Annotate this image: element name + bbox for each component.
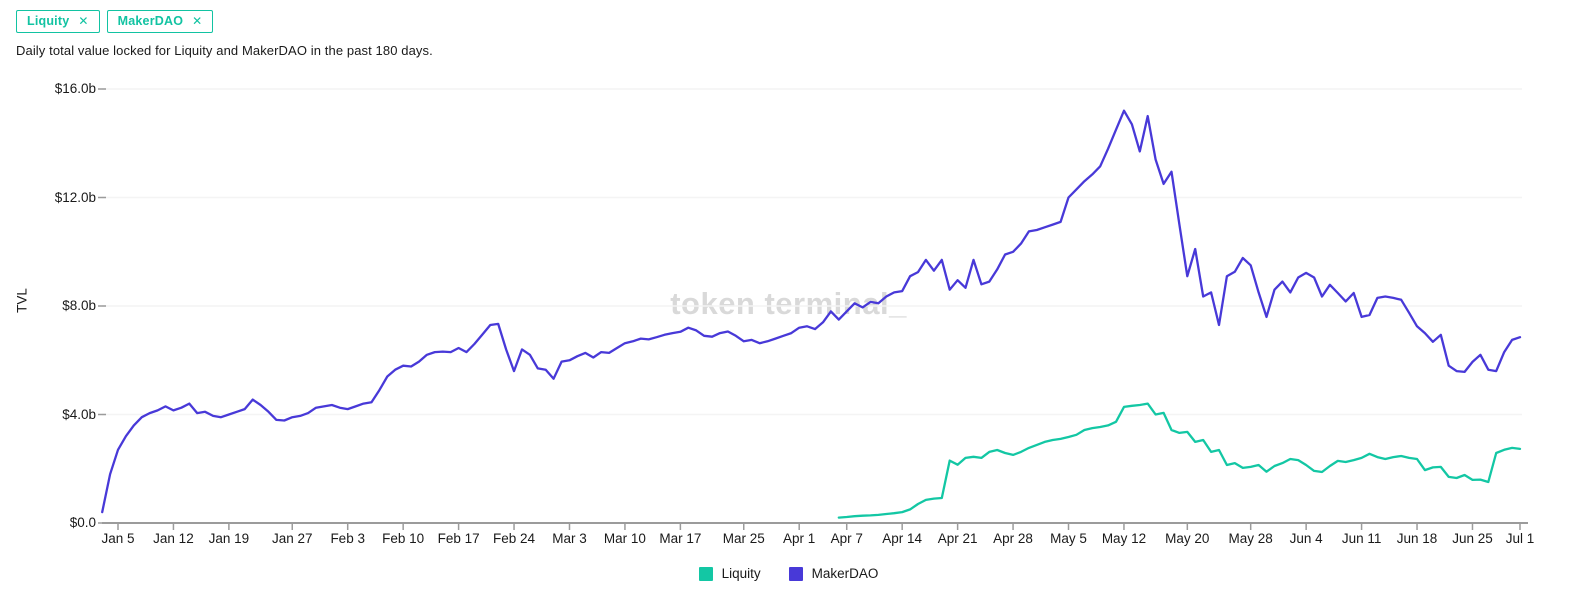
filter-chips: Liquity ✕ MakerDAO ✕ (16, 10, 214, 33)
x-tick-label: Mar 3 (552, 531, 587, 546)
liquity-line (837, 402, 1522, 519)
x-tick-label: Jan 5 (101, 531, 135, 546)
legend-label-liquity: Liquity (721, 566, 761, 581)
filter-chip-liquity-label: Liquity (27, 14, 70, 28)
chart-subtitle: Daily total value locked for Liquity and… (16, 43, 433, 58)
x-tick-label: Apr 21 (937, 531, 978, 546)
x-tick-label: Apr 14 (882, 531, 923, 546)
x-tick-label: Jan 12 (153, 531, 194, 546)
x-tick-label: Mar 25 (722, 531, 765, 546)
x-tick-label: Jan 27 (271, 531, 313, 546)
x-tick-label: May 12 (1101, 531, 1147, 546)
legend-item-liquity[interactable]: Liquity (698, 566, 761, 581)
makerdao-line (101, 109, 1522, 514)
chart-legend: Liquity MakerDAO (0, 566, 1577, 581)
x-tick-label: Mar 17 (659, 531, 702, 546)
x-tick-label: Jun 18 (1396, 531, 1438, 546)
x-tick-label: Jul 1 (1505, 531, 1535, 546)
x-tick-label: May 20 (1165, 531, 1210, 546)
x-tick-label: Jun 4 (1289, 531, 1323, 546)
x-tick-label: Jun 11 (1341, 531, 1382, 546)
x-tick-label: Feb 17 (437, 531, 480, 546)
chip-remove-icon[interactable]: ✕ (78, 14, 89, 28)
y-tick-label: $0.0 (69, 515, 96, 530)
y-tick-label: $4.0b (62, 406, 96, 422)
x-tick-label: May 28 (1228, 531, 1273, 546)
x-tick-label: Feb 10 (382, 531, 425, 546)
x-tick-label: Feb 24 (493, 531, 536, 546)
x-tick-label: Apr 28 (993, 531, 1033, 546)
filter-chip-makerdao-label: MakerDAO (117, 14, 184, 28)
chip-remove-icon[interactable]: ✕ (192, 14, 203, 28)
filter-chip-liquity[interactable]: Liquity ✕ (16, 10, 100, 33)
filter-chip-makerdao[interactable]: MakerDAO ✕ (106, 10, 214, 33)
legend-label-makerdao: MakerDAO (811, 566, 879, 581)
x-tick-label: Jun 25 (1452, 531, 1493, 546)
x-tick-label: May 5 (1050, 531, 1087, 546)
y-tick-label: $12.0b (54, 189, 96, 205)
x-tick-label: Apr 1 (783, 531, 816, 546)
x-tick-label: Apr 7 (830, 531, 863, 546)
y-tick-label: $16.0b (54, 81, 96, 96)
y-tick-label: $8.0b (62, 298, 96, 313)
plot-area[interactable] (0, 0, 1577, 540)
x-tick-label: Feb 3 (330, 531, 365, 546)
x-tick-label: Mar 10 (603, 531, 646, 546)
makerdao-color-swatch (788, 566, 803, 581)
liquity-color-swatch (698, 566, 713, 581)
legend-item-makerdao[interactable]: MakerDAO (788, 566, 879, 581)
x-tick-label: Jan 19 (208, 531, 250, 546)
